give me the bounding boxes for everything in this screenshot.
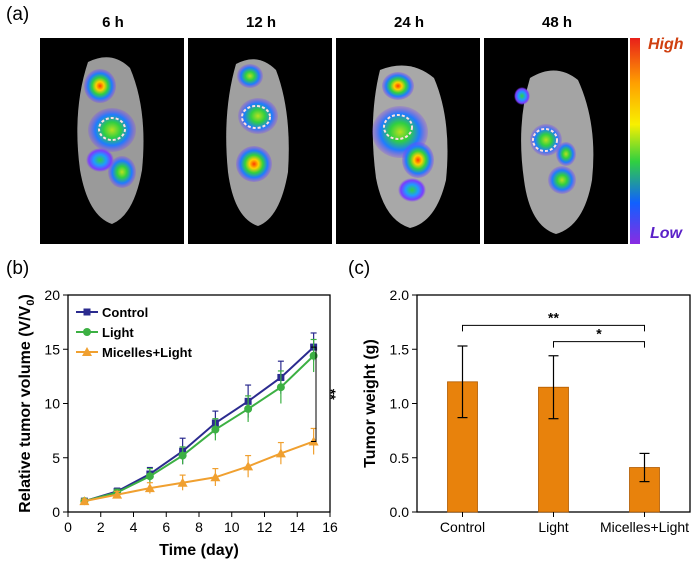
x-tick-label: 16: [322, 519, 338, 535]
timepoint-label: 6 h: [102, 14, 124, 31]
x-axis-label: Time (day): [159, 542, 239, 559]
y-tick-label: 0: [52, 504, 60, 520]
significance-label: **: [548, 309, 559, 325]
significance-bracket: [462, 324, 645, 332]
x-tick-label: 10: [224, 519, 240, 535]
data-point: [243, 461, 254, 471]
x-tick-label: 0: [64, 519, 72, 535]
data-point: [112, 489, 123, 499]
mouse-images: [40, 38, 640, 244]
scale-high-label: High: [648, 36, 684, 53]
series-line: [84, 346, 315, 503]
y-tick-label: 1.5: [390, 341, 410, 357]
y-tick-label: 15: [44, 341, 60, 357]
color-scale-bar: [630, 38, 640, 244]
significance-bracket: [553, 341, 645, 348]
data-point: [211, 425, 220, 434]
legend-marker: [83, 328, 91, 336]
x-tick-label: 6: [162, 519, 170, 535]
x-tick-label: 2: [97, 519, 105, 535]
tumor-volume-chart: 0 2 4 6 8 10 12 14 16 0 5 10 15 20 Time (day) Relative …: [17, 287, 339, 559]
legend-label: Control: [102, 305, 148, 320]
tumor-weight-chart: 0.0 0.5 1.0 1.5 2.0 Tumor weight (g) Control Li…: [362, 287, 691, 535]
y-tick-label: 1.0: [390, 396, 410, 412]
y-tick-label: 20: [44, 287, 60, 303]
data-point: [178, 451, 187, 460]
timepoint-label: 12 h: [245, 14, 276, 31]
panel-label-a: (a): [6, 4, 30, 25]
data-point: [275, 448, 286, 458]
data-point: [210, 472, 221, 482]
timepoint-label: 24 h: [393, 14, 424, 31]
x-tick-label: 14: [289, 519, 305, 535]
y-axis-label-sub: 0: [25, 300, 37, 306]
series-line: [84, 440, 314, 503]
mouse-image-6h: [40, 38, 184, 244]
panel-label-c: (c): [348, 258, 371, 279]
data-point: [276, 383, 285, 392]
significance-bracket: [311, 346, 317, 442]
x-tick-label: 12: [257, 519, 273, 535]
x-tick-label: 4: [130, 519, 138, 535]
mouse-image-12h: [188, 38, 332, 244]
data-point: [79, 496, 90, 506]
series-line: [84, 355, 315, 503]
y-axis-label: Tumor weight (g): [362, 339, 379, 468]
mouse-image-24h: [336, 38, 480, 244]
scale-low-label: Low: [650, 225, 682, 242]
legend-marker: [83, 308, 91, 316]
legend-label: Micelles+Light: [102, 345, 193, 360]
y-tick-label: 0.5: [390, 450, 410, 466]
timepoint-label: 48 h: [541, 14, 572, 31]
significance-label: *: [596, 326, 602, 342]
data-point: [244, 404, 253, 413]
x-tick-label: Micelles+Light: [600, 519, 689, 535]
y-tick-label: 0.0: [390, 504, 410, 520]
y-axis-label: Relative tumor volume (V/V0): [17, 294, 37, 513]
legend-marker: [82, 347, 92, 356]
x-tick-label: Light: [538, 519, 568, 535]
panel-label-b: (b): [6, 258, 30, 279]
y-tick-label: 2.0: [390, 287, 410, 303]
x-tick-label: Control: [440, 519, 485, 535]
legend-label: Light: [102, 325, 134, 340]
y-tick-label: 10: [44, 396, 60, 412]
y-axis-label-main: Relative tumor volume (V/V: [17, 305, 34, 512]
mouse-image-48h: [484, 38, 628, 244]
y-axis-label-end: ): [17, 294, 34, 299]
data-point: [177, 477, 188, 487]
x-tick-label: 8: [195, 519, 203, 535]
data-point: [145, 472, 154, 481]
y-tick-label: 5: [52, 450, 60, 466]
significance-label: **: [323, 389, 339, 400]
data-point: [144, 483, 155, 493]
